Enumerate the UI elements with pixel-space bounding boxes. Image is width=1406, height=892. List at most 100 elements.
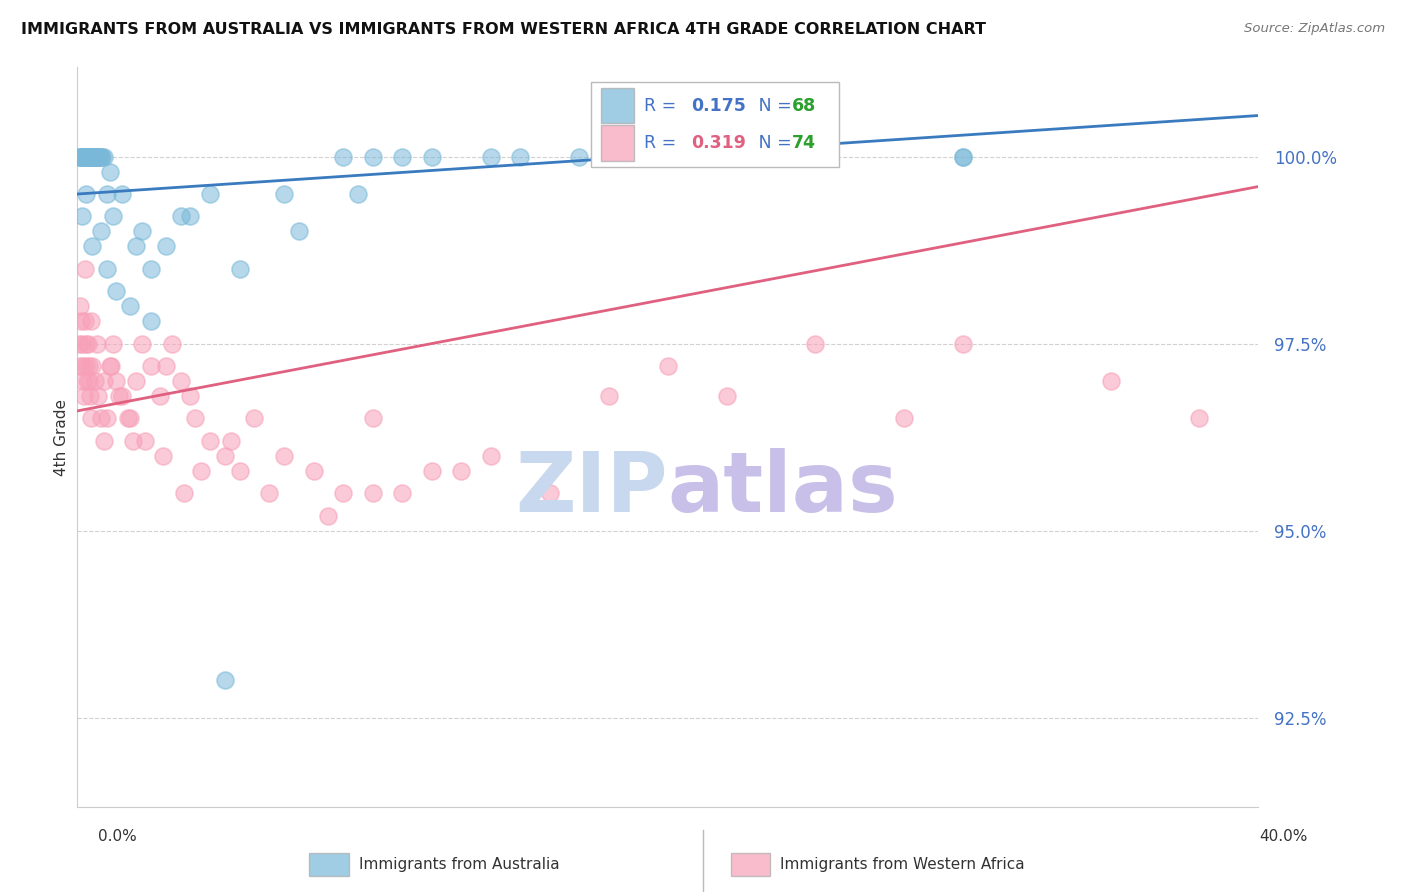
Point (1099, 374, 1122, 388)
Point (179, 389, 201, 403)
Point (332, 150, 354, 164)
Point (96, 411, 118, 425)
Point (101, 210, 124, 224)
Point (170, 374, 193, 388)
Point (361, 150, 384, 164)
Point (93, 374, 115, 388)
Point (509, 150, 531, 164)
Point (93, 150, 115, 164)
Text: atlas: atlas (668, 449, 898, 530)
Point (87, 389, 110, 403)
Y-axis label: 4th Grade: 4th Grade (53, 399, 69, 475)
Point (155, 359, 177, 373)
Point (69, 299, 91, 313)
Point (84, 150, 107, 164)
Point (111, 389, 132, 403)
Point (72, 359, 94, 373)
Point (90, 224, 112, 238)
Point (657, 359, 679, 373)
Point (125, 239, 148, 253)
Point (179, 210, 201, 224)
Point (302, 464, 325, 478)
Point (170, 210, 193, 224)
Point (479, 150, 502, 164)
Point (77, 150, 100, 164)
Point (131, 224, 153, 238)
Point (98, 359, 121, 373)
Point (90, 411, 112, 425)
Point (89, 150, 111, 164)
Point (79, 150, 101, 164)
Point (131, 336, 153, 351)
Point (141, 314, 163, 328)
Point (67, 336, 90, 351)
Point (87, 150, 110, 164)
Point (72, 150, 94, 164)
Point (104, 374, 127, 388)
Point (82, 150, 104, 164)
Point (288, 224, 311, 238)
Point (104, 285, 127, 299)
Point (273, 449, 295, 463)
Point (100, 359, 122, 373)
Point (111, 187, 132, 202)
Text: 40.0%: 40.0% (1260, 830, 1308, 844)
Point (361, 411, 384, 425)
Point (152, 449, 174, 463)
Point (219, 434, 242, 448)
Point (332, 486, 354, 500)
Point (657, 150, 679, 164)
Point (893, 411, 915, 425)
Text: 74: 74 (792, 134, 815, 152)
Point (89, 150, 111, 164)
Text: 68: 68 (792, 96, 815, 114)
Point (101, 336, 124, 351)
Point (450, 464, 472, 478)
Point (83, 150, 105, 164)
Point (598, 150, 620, 164)
Point (75, 150, 97, 164)
Point (82, 239, 104, 253)
Point (70, 150, 93, 164)
Point (79, 150, 101, 164)
Point (79, 314, 101, 328)
Bar (600, 87, 634, 123)
Text: Source: ZipAtlas.com: Source: ZipAtlas.com (1244, 22, 1385, 36)
Point (72, 150, 94, 164)
Point (73, 150, 96, 164)
Point (96, 261, 118, 276)
Point (73, 314, 96, 328)
Bar (600, 125, 634, 161)
Point (214, 449, 236, 463)
Point (107, 389, 129, 403)
Point (67, 150, 90, 164)
Point (149, 389, 172, 403)
Point (190, 464, 212, 478)
Point (568, 150, 591, 164)
Point (598, 389, 620, 403)
Text: 0.175: 0.175 (692, 96, 747, 114)
Point (120, 299, 142, 313)
Point (96, 187, 118, 202)
Point (73, 389, 96, 403)
Point (70, 150, 93, 164)
Point (120, 411, 142, 425)
Point (134, 434, 156, 448)
Point (79, 389, 101, 403)
Point (160, 336, 183, 351)
Point (259, 486, 281, 500)
Point (479, 449, 502, 463)
Point (155, 239, 177, 253)
Point (273, 187, 295, 202)
Point (184, 411, 207, 425)
Point (84, 374, 107, 388)
Point (86, 150, 108, 164)
Point (77, 374, 100, 388)
Point (76, 150, 98, 164)
Point (70, 336, 93, 351)
Point (70, 314, 93, 328)
Point (347, 187, 370, 202)
Text: R =: R = (644, 134, 682, 152)
Point (125, 374, 148, 388)
Point (73, 261, 96, 276)
